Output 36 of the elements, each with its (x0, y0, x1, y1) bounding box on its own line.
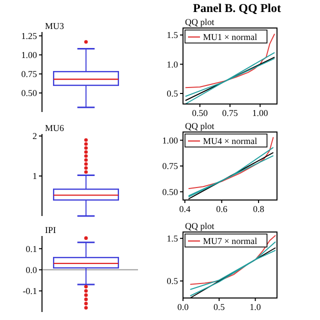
x-tick-label: 0.0 (177, 302, 190, 312)
chart-title: QQ plot (185, 17, 215, 27)
text: Panel B. QQ Plot (193, 1, 281, 15)
y-tick-label: 1.5 (166, 30, 178, 40)
y-tick-label: 1.5 (166, 234, 178, 244)
y-tick-label: 0.50 (162, 186, 178, 197)
x-tick-label: 0.6 (216, 204, 228, 214)
y-tick-label: 0.50 (21, 88, 38, 98)
chart-title: MU6 (45, 123, 64, 133)
x-tick-label: 1.00 (252, 108, 269, 118)
y-tick-label: 0.5 (166, 88, 178, 99)
y-tick-label: 0.1 (26, 244, 37, 254)
x-tick-label: 1.0 (250, 302, 262, 312)
x-tick-label: 0.75 (222, 108, 238, 118)
y-tick-label: 1 (32, 171, 37, 182)
y-tick-label: 1.0 (166, 59, 178, 70)
x-tick-label: 0.5 (214, 302, 226, 312)
y-tick-label: 1.25 (21, 30, 38, 41)
y-tick-label: 0.5 (166, 276, 178, 286)
y-tick-label: 1.00 (21, 50, 38, 60)
y-tick-label: 0.75 (162, 161, 178, 172)
chart-title: QQ plot (185, 121, 215, 131)
y-tick-label: -0.1 (22, 286, 37, 296)
x-tick-label: 0.8 (252, 204, 265, 214)
chart-title: MU3 (45, 21, 64, 31)
y-tick-label: 0.0 (26, 264, 38, 275)
legend-label: MU1 × normal (203, 32, 258, 42)
chart-title: IPI (45, 225, 56, 235)
chart-title: QQ plot (185, 221, 215, 231)
y-tick-label: 0.75 (21, 69, 38, 80)
legend-label: MU4 × normal (203, 136, 258, 146)
y-tick-label: 2 (32, 131, 37, 142)
legend-label: MU7 × normal (203, 236, 258, 246)
x-tick-label: 0.50 (192, 108, 208, 118)
x-tick-label: 0.4 (179, 204, 191, 214)
y-tick-label: 1.00 (162, 135, 178, 146)
